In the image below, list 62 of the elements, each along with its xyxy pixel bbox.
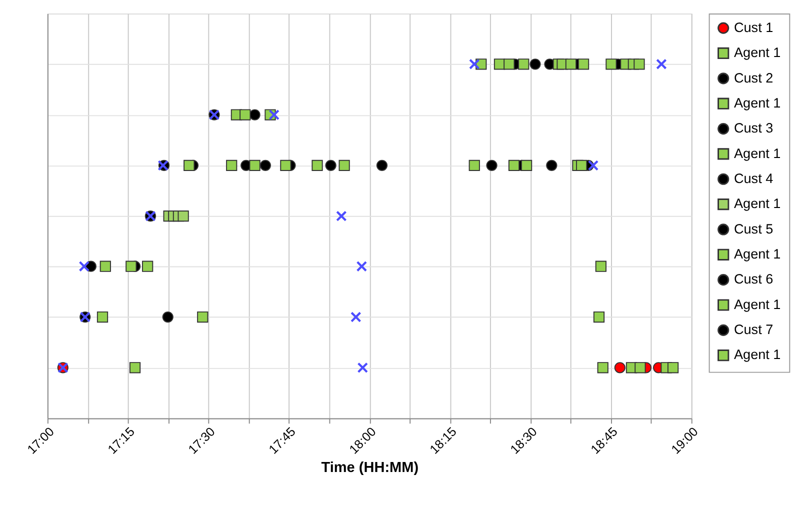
point	[280, 160, 292, 171]
point	[197, 311, 208, 323]
point	[595, 260, 606, 272]
legend-label: Cust 3	[734, 120, 774, 136]
point	[468, 160, 480, 171]
point	[79, 261, 90, 272]
point	[593, 311, 605, 323]
point	[126, 260, 137, 272]
point	[269, 110, 280, 120]
legend-label: Agent 1	[734, 95, 781, 110]
point	[129, 362, 141, 374]
point	[546, 160, 558, 171]
legend-label: Cust 1	[734, 20, 774, 35]
x-axis-title: Time (HH:MM)	[321, 460, 419, 476]
point	[634, 58, 645, 70]
point	[260, 160, 271, 171]
point	[656, 59, 667, 70]
point	[504, 58, 515, 70]
legend-label: Cust 6	[734, 272, 774, 287]
point	[325, 160, 336, 171]
point	[614, 362, 626, 374]
point	[576, 160, 588, 171]
legend-label: Cust 7	[734, 322, 774, 338]
point	[486, 160, 498, 171]
point	[597, 362, 608, 374]
point	[634, 362, 646, 374]
point	[667, 362, 679, 374]
point	[338, 160, 350, 171]
point	[588, 160, 598, 170]
point	[376, 160, 388, 171]
point	[518, 58, 530, 70]
legend-label: Agent 1	[734, 196, 781, 212]
legend-label: Agent 1	[734, 45, 781, 60]
point	[469, 59, 480, 70]
point	[226, 160, 238, 171]
legend-label: Cust 5	[734, 221, 774, 236]
point	[184, 160, 195, 171]
point	[530, 58, 541, 70]
point	[142, 260, 154, 272]
point	[358, 362, 368, 373]
point	[520, 160, 532, 171]
point	[508, 160, 520, 171]
point	[100, 260, 111, 272]
legend-label: Agent 1	[734, 296, 781, 312]
point	[578, 58, 590, 70]
legend-label: Cust 4	[734, 170, 774, 186]
point	[240, 109, 251, 120]
legend-label: Agent 1	[734, 347, 781, 362]
point	[356, 261, 367, 272]
legend-label: Agent 1	[734, 146, 781, 161]
point	[565, 58, 577, 70]
point	[249, 109, 260, 120]
point	[162, 311, 174, 323]
point	[350, 312, 361, 322]
point	[249, 160, 260, 171]
legend-label: Cust 2	[734, 70, 774, 86]
point	[96, 311, 108, 323]
legend-label: Agent 1	[734, 246, 781, 262]
point	[336, 210, 346, 222]
point	[606, 58, 617, 70]
point	[178, 210, 189, 222]
point	[312, 160, 323, 171]
